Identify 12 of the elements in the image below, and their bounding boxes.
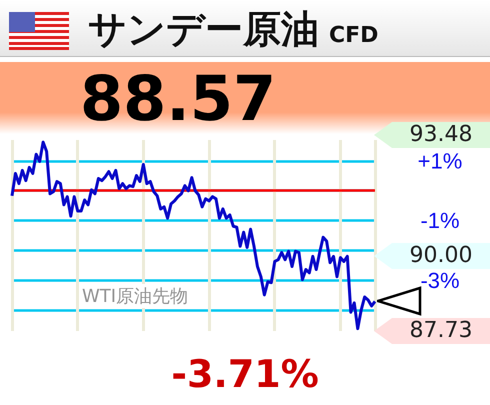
text: 88.57	[80, 62, 276, 135]
text: 90.00	[392, 243, 490, 269]
chart-subtitle: CFD	[329, 23, 378, 48]
text: 93.48	[392, 122, 490, 148]
annotation: WTI原油先物	[80, 284, 190, 308]
line-series	[10, 140, 376, 330]
chart-title: サンデー原油	[88, 7, 319, 51]
y-tick-label: -1%	[420, 208, 460, 234]
text: -3.71%	[170, 352, 320, 396]
y-tick-label: -3%	[420, 268, 460, 293]
text: 87.73	[392, 318, 490, 344]
y-tick-label: +1%	[418, 148, 462, 174]
